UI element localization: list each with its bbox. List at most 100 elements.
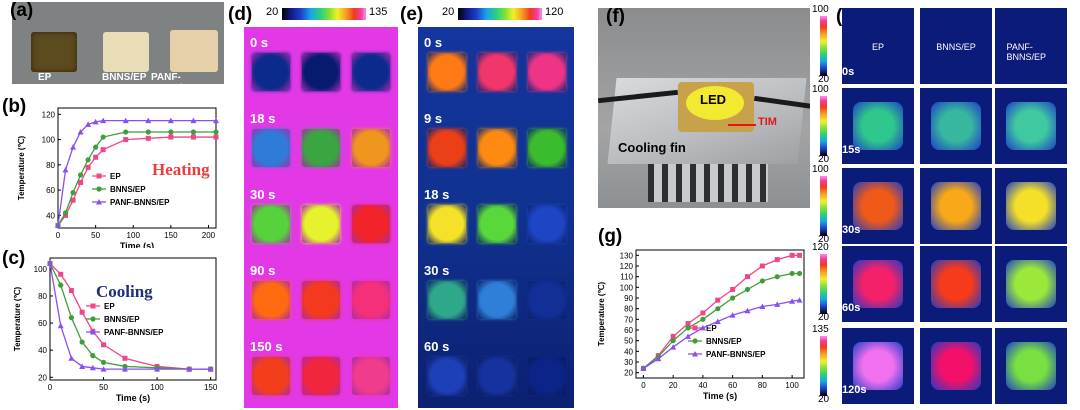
tim-label: TIM [758, 116, 777, 128]
thermal-sample [352, 53, 390, 91]
led-thermal-cell [842, 8, 914, 84]
data-point [85, 164, 91, 170]
y-axis-label: Temperature (℃) [597, 281, 606, 346]
y-tick-label: 60 [624, 326, 633, 335]
x-tick-label: 100 [127, 231, 141, 240]
data-point [729, 312, 736, 318]
thermal-sample [478, 281, 516, 319]
data-point [207, 366, 214, 372]
data-point [77, 129, 84, 135]
thermal-sample [252, 281, 290, 319]
thermal-sample [302, 205, 340, 243]
data-point [78, 180, 84, 186]
legend-label: PANF-BNNS/EP [706, 350, 766, 359]
data-point [796, 270, 803, 277]
data-point [122, 355, 128, 361]
y-tick-label: 60 [46, 186, 55, 195]
led-thermal-cell [920, 88, 992, 164]
thermal-sample [428, 129, 466, 167]
cooling-title: Cooling [96, 282, 153, 301]
thermal-sample [252, 357, 290, 395]
data-point [92, 118, 99, 125]
y-tick-label: 100 [34, 265, 48, 274]
data-point [55, 222, 61, 228]
chart-led: 0 20 40 60 80 1002030405060708090100110120130… [597, 249, 805, 401]
data-point [100, 117, 107, 124]
x-tick-label: 0 [48, 383, 53, 392]
led-hotspot [931, 102, 981, 150]
data-point [715, 306, 721, 312]
chart-heating: 0 50 100 150 200 40 60 80 100 120 Time (s) Temperat… [17, 107, 219, 248]
colorbar-h [820, 176, 827, 236]
y-tick-label: 40 [46, 211, 55, 220]
led-thermal-cell [842, 328, 914, 404]
colorbar-h-max: 135 [812, 324, 829, 335]
y-tick-label: 120 [620, 262, 634, 271]
data-point [774, 257, 780, 263]
data-point [70, 190, 76, 196]
data-point [744, 307, 751, 314]
data-point [168, 129, 174, 135]
x-tick-label: 80 [758, 381, 767, 390]
y-axis-label: Temperature (℃) [17, 135, 26, 200]
x-tick-label: 0 [641, 381, 646, 390]
time-label: 150 s [250, 339, 283, 354]
x-tick-label: 150 [164, 231, 178, 240]
data-point [79, 339, 85, 345]
thermal-sample [428, 357, 466, 395]
data-point [62, 210, 69, 216]
led-thermal-cell [995, 168, 1067, 244]
thermal-sample [302, 53, 340, 91]
thermal-sample [252, 53, 290, 91]
data-point [121, 366, 128, 372]
data-point [167, 117, 174, 124]
led-thermal-cell [995, 8, 1067, 84]
thermal-sample [428, 53, 466, 91]
led-hotspot [1006, 260, 1056, 308]
data-point [168, 134, 174, 140]
data-point [186, 366, 193, 372]
panel-label-a: (a) [10, 0, 34, 21]
plot-frame [57, 107, 217, 229]
sample-ep [31, 32, 77, 72]
thermal-d-frame: 0 s 18 s 30 s 90 s 150 s [244, 27, 398, 408]
data-point [101, 342, 107, 348]
legend-label: EP [104, 302, 115, 311]
y-tick-label: 110 [620, 273, 633, 282]
led-thermal-cell [995, 88, 1067, 164]
legend-label: PANF-BNNS/EP [110, 198, 170, 207]
data-point [640, 365, 647, 371]
colorbar-h-min: 20 [818, 234, 830, 245]
y-tick-label: 90 [624, 294, 633, 303]
data-point [93, 144, 99, 150]
led-thermal-cell [920, 168, 992, 244]
panel-label-d: (d) [228, 4, 253, 25]
data-point [90, 353, 96, 359]
legend-marker [96, 199, 102, 205]
data-point [70, 197, 76, 203]
data-point [685, 321, 691, 327]
x-tick-label: 50 [91, 231, 100, 240]
data-point [715, 297, 721, 303]
time-label: 15s [842, 144, 861, 156]
y-tick-label: 40 [38, 346, 47, 355]
colorbar-h [820, 96, 827, 156]
heatsink-fins [648, 158, 768, 202]
colorbar-h [820, 16, 827, 76]
thermal-sample [352, 205, 390, 243]
time-label: 30s [842, 224, 861, 236]
data-point [93, 154, 99, 160]
x-tick-label: 200 [202, 231, 216, 240]
panel-label-e: (e) [400, 4, 424, 25]
led-thermal-cell [842, 246, 914, 322]
thermal-sample [428, 281, 466, 319]
photo-a: EP BNNS/EP PANF-BNNS/EP [12, 2, 224, 94]
data-point [797, 252, 803, 258]
led-hotspot [853, 260, 903, 308]
y-tick-label: 70 [624, 315, 633, 324]
data-point [68, 288, 74, 294]
legend-label: PANF-BNNS/EP [104, 328, 164, 337]
data-point [685, 333, 692, 339]
data-point [700, 316, 706, 322]
plot-frame [635, 249, 805, 379]
